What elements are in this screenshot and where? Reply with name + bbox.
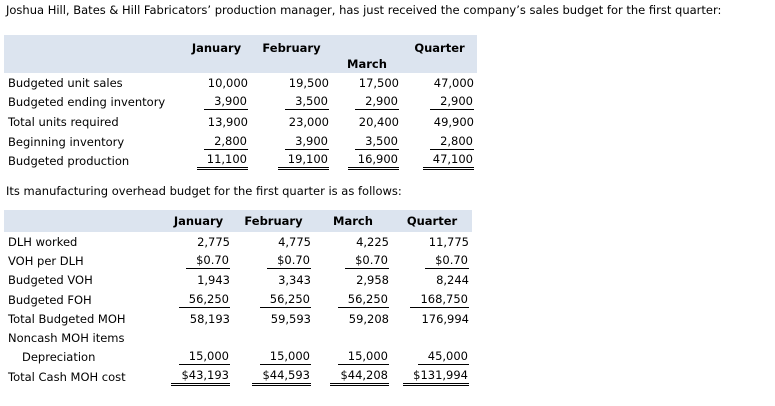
cell: 4,225 — [356, 234, 389, 249]
header-spacer — [4, 210, 164, 232]
row-label: Beginning inventory — [8, 134, 125, 149]
cell: 59,593 — [270, 311, 311, 326]
header-january: January — [182, 35, 251, 73]
cell: 2,775 — [197, 234, 230, 249]
cell: 4,775 — [278, 234, 311, 249]
cell: 3,500 — [285, 94, 329, 111]
cell: 56,250 — [259, 292, 311, 308]
cell: 17,500 — [358, 75, 399, 90]
cell: $0.70 — [186, 253, 230, 269]
row-label: Total Cash MOH cost — [8, 369, 126, 384]
cell: 16,900 — [347, 152, 399, 171]
overhead-budget-table: January February March Quarter DLH worke… — [4, 210, 472, 386]
cell: 56,250 — [178, 292, 230, 308]
cell: $131,994 — [403, 368, 469, 386]
table-row: Beginning inventory 2,800 3,900 3,500 2,… — [4, 132, 477, 152]
cell: $44,593 — [252, 368, 311, 386]
intro-text: Joshua Hill, Bates & Hill Fabricators’ p… — [6, 3, 722, 17]
cell: 11,775 — [428, 234, 469, 249]
row-label: Budgeted FOH — [8, 292, 92, 307]
header-january: January — [164, 210, 233, 232]
cell: 2,900 — [355, 94, 399, 111]
overhead-intro-text: Its manufacturing overhead budget for th… — [6, 184, 402, 198]
cell: 2,800 — [430, 134, 474, 150]
row-label: VOH per DLH — [8, 253, 84, 268]
table-row: Noncash MOH items — [4, 328, 472, 347]
row-label: Budgeted VOH — [8, 273, 93, 288]
cell: 15,000 — [259, 349, 311, 366]
cell: 45,000 — [417, 349, 469, 366]
header-february: February — [233, 210, 314, 232]
row-label: Noncash MOH items — [8, 331, 125, 346]
header-quarter: Quarter — [392, 210, 472, 232]
cell: 2,958 — [356, 273, 389, 288]
table-row: DLH worked 2,775 4,775 4,225 11,775 — [4, 232, 472, 251]
row-label: Budgeted production — [8, 154, 130, 169]
cell: 13,900 — [207, 114, 248, 129]
cell: 168,750 — [410, 292, 469, 308]
cell: 3,900 — [204, 94, 248, 111]
table-row: Budgeted FOH 56,250 56,250 56,250 168,75… — [4, 290, 472, 309]
cell: $44,208 — [330, 368, 389, 386]
cell: $0.70 — [345, 253, 389, 269]
cell: 47,000 — [433, 75, 474, 90]
row-label: Budgeted unit sales — [8, 75, 123, 90]
table-row: VOH per DLH $0.70 $0.70 $0.70 $0.70 — [4, 251, 472, 270]
cell: $0.70 — [267, 253, 311, 269]
cell: 3,343 — [278, 273, 311, 288]
row-label: Total Budgeted MOH — [8, 311, 126, 326]
header-february: February — [251, 35, 332, 73]
header-row: January February March Quarter — [4, 35, 477, 73]
cell: 19,100 — [277, 152, 329, 171]
table-row: Total Budgeted MOH 58,193 59,593 59,208 … — [4, 309, 472, 328]
cell: 2,800 — [204, 134, 248, 150]
cell: $0.70 — [425, 253, 469, 269]
cell: 59,208 — [348, 311, 389, 326]
table-row: Budgeted production 11,100 19,100 16,900… — [4, 151, 477, 171]
header-march: March — [332, 35, 402, 73]
cell: 3,500 — [355, 134, 399, 150]
header-march: March — [314, 210, 392, 232]
cell: 10,000 — [207, 75, 248, 90]
cell: 11,100 — [196, 152, 248, 171]
cell: $43,193 — [171, 368, 230, 386]
cell: 56,250 — [337, 292, 389, 308]
cell: 49,900 — [433, 114, 474, 129]
table-row: Budgeted unit sales 10,000 19,500 17,500… — [4, 73, 477, 93]
cell: 19,500 — [288, 75, 329, 90]
cell: 8,244 — [436, 273, 469, 288]
sales-budget-table: January February March Quarter Budgeted … — [4, 35, 477, 171]
cell: 15,000 — [178, 349, 230, 366]
row-label: Depreciation — [22, 350, 96, 365]
table-row: Depreciation 15,000 15,000 15,000 45,000 — [4, 348, 472, 367]
row-label: DLH worked — [8, 234, 78, 249]
cell: 1,943 — [197, 273, 230, 288]
cell: 3,900 — [285, 134, 329, 150]
cell: 176,994 — [421, 311, 469, 326]
cell: 47,100 — [422, 152, 474, 171]
table-row: Total units required 13,900 23,000 20,40… — [4, 112, 477, 132]
cell: 58,193 — [189, 311, 230, 326]
cell: 2,900 — [430, 94, 474, 111]
row-label: Total units required — [8, 114, 119, 129]
table-row: Total Cash MOH cost $43,193 $44,593 $44,… — [4, 367, 472, 386]
header-row: January February March Quarter — [4, 210, 472, 232]
header-spacer — [4, 35, 182, 73]
table-row: Budgeted ending inventory 3,900 3,500 2,… — [4, 93, 477, 113]
table-row: Budgeted VOH 1,943 3,343 2,958 8,244 — [4, 271, 472, 290]
cell: 15,000 — [337, 349, 389, 366]
cell: 23,000 — [288, 114, 329, 129]
cell: 20,400 — [358, 114, 399, 129]
header-quarter: Quarter — [402, 35, 477, 73]
row-label: Budgeted ending inventory — [8, 95, 166, 110]
